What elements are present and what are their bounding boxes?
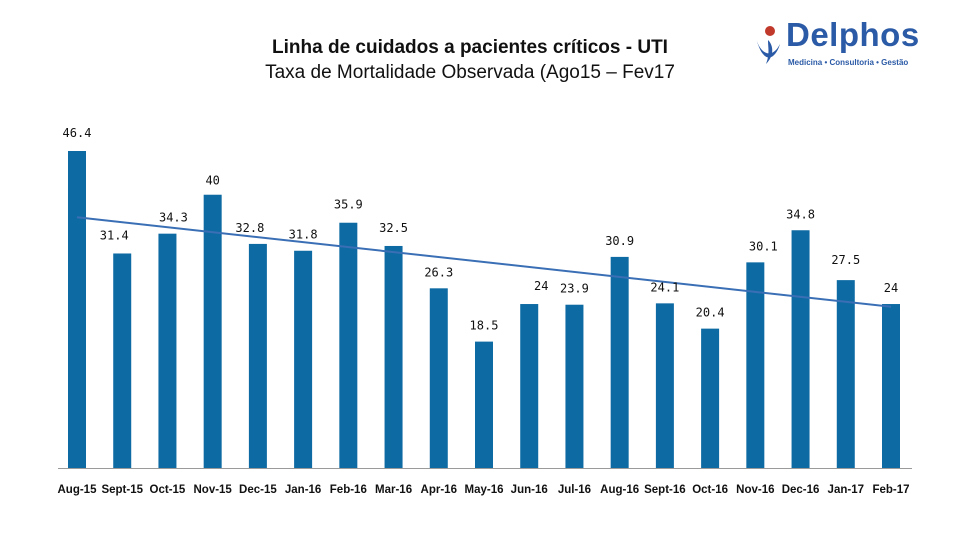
bar <box>475 341 493 468</box>
delphos-figure-icon <box>756 26 780 64</box>
bar <box>746 262 765 468</box>
chart-subtitle: Taxa de Mortalidade Observada (Ago15 – F… <box>265 62 675 83</box>
x-tick-label: Feb-16 <box>330 484 367 496</box>
x-tick-label: Jul-16 <box>558 484 591 496</box>
bar <box>655 303 674 468</box>
bar <box>701 328 720 468</box>
delphos-logo: Delphos Medicina • Consultoria • Gestão <box>750 16 930 72</box>
trend-line <box>76 216 892 308</box>
bar-group <box>68 151 900 469</box>
data-label: 32.5 <box>379 221 408 235</box>
x-tick-label: Dec-16 <box>782 484 820 496</box>
data-label: 40 <box>205 174 219 188</box>
x-tick-label: Nov-15 <box>193 484 232 496</box>
data-label: 30.9 <box>605 234 634 248</box>
data-label: 20.4 <box>696 306 725 320</box>
bar <box>339 222 358 468</box>
bar <box>565 304 584 468</box>
chart-title: Linha de cuidados a pacientes críticos -… <box>272 37 668 58</box>
bar <box>610 256 629 468</box>
bar <box>520 304 539 468</box>
bar <box>248 243 267 468</box>
bar <box>113 253 132 468</box>
bar <box>836 280 855 468</box>
x-tick-label: May-16 <box>465 484 504 496</box>
bar <box>158 233 177 468</box>
data-label: 27.5 <box>831 253 860 267</box>
bar <box>384 245 403 468</box>
data-label: 31.4 <box>100 228 129 242</box>
x-tick-label: Aug-16 <box>600 484 639 496</box>
data-label: 31.8 <box>289 228 318 242</box>
bar <box>203 194 222 469</box>
x-tick-label: Sept-15 <box>101 484 143 496</box>
logo-tagline: Medicina • Consultoria • Gestão <box>788 58 909 67</box>
data-label: 24.1 <box>650 280 679 294</box>
x-tick-label: Feb-17 <box>872 484 909 496</box>
data-label: 34.3 <box>159 211 188 225</box>
logo-name: Delphos <box>786 16 920 53</box>
x-tick-label: Apr-16 <box>421 484 457 496</box>
bar <box>429 288 448 468</box>
value-label-group: 46.4 31.4 34.3 40 32.8 31.8 35.9 32.5 26.3 18.5 24… <box>63 126 899 333</box>
data-label: 34.8 <box>786 207 815 221</box>
x-tick-label: Dec-15 <box>239 484 277 496</box>
x-tick-label: Nov-16 <box>736 484 774 496</box>
x-tick-label: Jun-16 <box>511 484 548 496</box>
tick-label-group: Aug-15 Sept-15 Oct-15 Nov-15 Dec-15 Jan-16 Feb… <box>58 484 910 496</box>
data-label: 32.8 <box>235 221 264 235</box>
chart-title-block: Linha de cuidados a pacientes críticos -… <box>160 36 780 86</box>
bar <box>68 151 86 468</box>
bar <box>882 304 900 468</box>
data-label: 35.9 <box>334 198 363 212</box>
x-tick-label: Jan-17 <box>828 484 864 496</box>
bar <box>791 230 810 468</box>
data-label: 46.4 <box>63 126 92 140</box>
data-label: 24 <box>884 281 898 295</box>
data-label: 18.5 <box>470 319 499 333</box>
x-tick-label: Oct-15 <box>150 484 186 496</box>
data-label: 26.3 <box>424 265 453 279</box>
data-label: 23.9 <box>560 282 589 296</box>
bar <box>294 250 313 468</box>
x-tick-label: Jan-16 <box>285 484 321 496</box>
data-label: 24 <box>534 279 548 293</box>
x-tick-label: Mar-16 <box>375 484 412 496</box>
x-tick-label: Sept-16 <box>644 484 686 496</box>
x-tick-label: Aug-15 <box>58 484 98 496</box>
x-tick-label: Oct-16 <box>692 484 728 496</box>
data-label: 30.1 <box>749 239 778 253</box>
